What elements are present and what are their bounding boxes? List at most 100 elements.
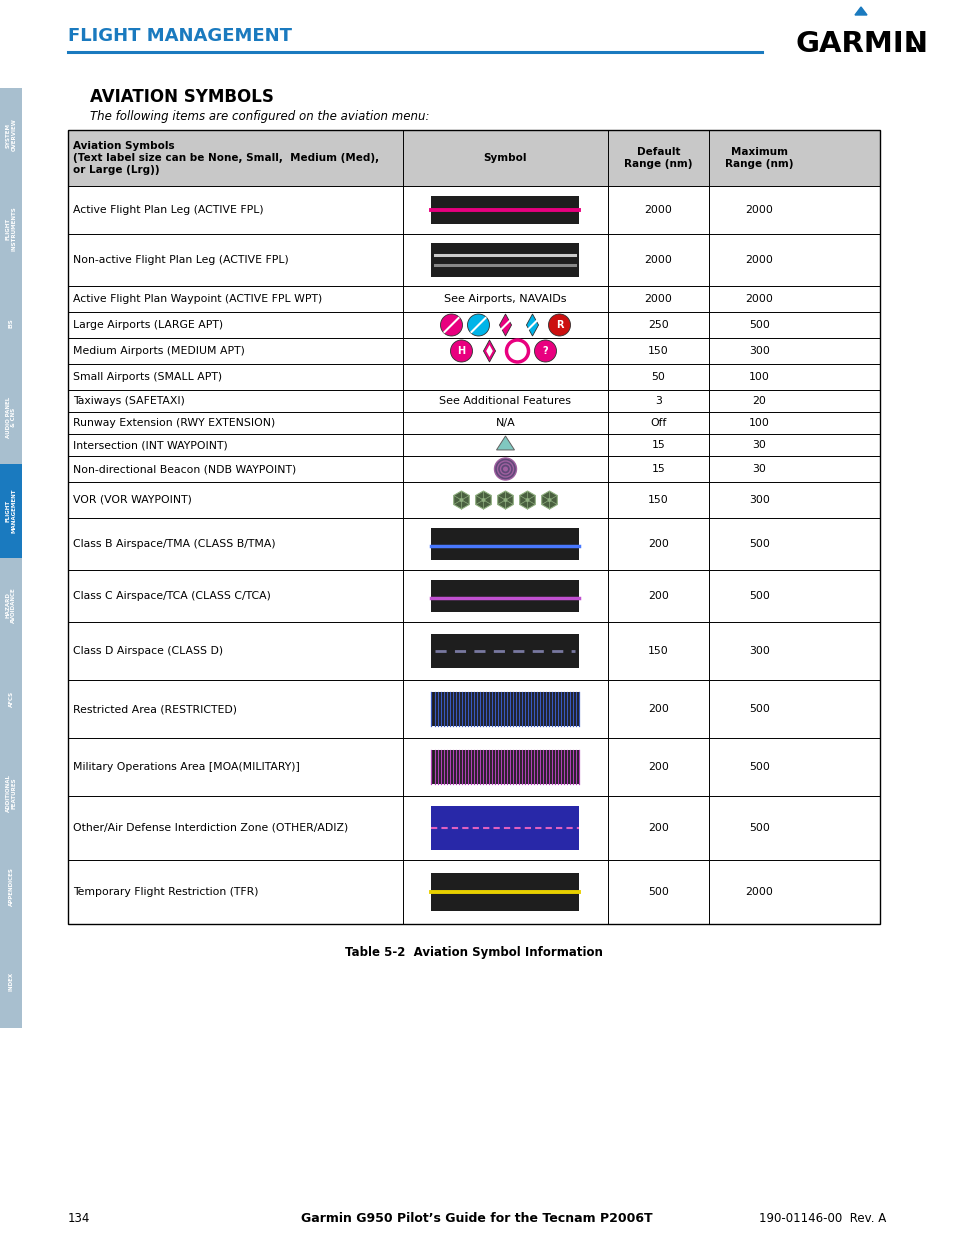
Text: Default
Range (nm): Default Range (nm) [623,147,692,169]
Bar [0,370,22,464]
Text: Small Airports (SMALL APT): Small Airports (SMALL APT) [73,372,222,382]
Bar [68,130,879,186]
Text: APPENDICES: APPENDICES [9,867,13,906]
Circle shape [502,467,507,472]
Text: FLIGHT
INSTRUMENTS: FLIGHT INSTRUMENTS [6,206,16,252]
Circle shape [548,314,570,336]
Bar [431,634,578,668]
Bar [0,652,22,746]
Polygon shape [499,314,511,336]
Text: Intersection (INT WAYPOINT): Intersection (INT WAYPOINT) [73,440,228,450]
Text: HAZARD
AVOIDANCE: HAZARD AVOIDANCE [6,587,16,622]
Text: Class C Airspace/TCA (CLASS C/TCA): Class C Airspace/TCA (CLASS C/TCA) [73,592,271,601]
Text: 150: 150 [647,495,668,505]
Text: 2000: 2000 [745,294,773,304]
Text: Active Flight Plan Leg (ACTIVE FPL): Active Flight Plan Leg (ACTIVE FPL) [73,205,263,215]
Text: 2000: 2000 [745,887,773,897]
Text: FLIGHT MANAGEMENT: FLIGHT MANAGEMENT [68,27,292,44]
Text: Medium Airports (MEDIUM APT): Medium Airports (MEDIUM APT) [73,346,245,356]
Text: Class D Airspace (CLASS D): Class D Airspace (CLASS D) [73,646,223,656]
Text: 300: 300 [748,346,769,356]
Circle shape [506,340,528,362]
Bar [431,243,578,277]
Text: EIS: EIS [9,319,13,327]
Text: 134: 134 [68,1212,91,1224]
Text: GARMIN: GARMIN [795,30,928,58]
Text: 2000: 2000 [644,205,672,215]
Text: 150: 150 [647,646,668,656]
Circle shape [500,464,510,474]
Text: 500: 500 [748,320,769,330]
Text: FLIGHT
MANAGEMENT: FLIGHT MANAGEMENT [6,489,16,534]
Text: 30: 30 [752,440,765,450]
Polygon shape [483,340,495,362]
Ellipse shape [440,314,462,336]
Bar [0,558,22,652]
Polygon shape [526,314,538,336]
Bar [0,934,22,1028]
Polygon shape [541,492,557,509]
Text: H: H [456,346,465,356]
Text: 2000: 2000 [745,254,773,266]
Text: 200: 200 [647,592,668,601]
Text: 300: 300 [748,495,769,505]
Text: VOR (VOR WAYPOINT): VOR (VOR WAYPOINT) [73,495,192,505]
Text: Active Flight Plan Waypoint (ACTIVE FPL WPT): Active Flight Plan Waypoint (ACTIVE FPL … [73,294,322,304]
Circle shape [534,340,556,362]
Text: 200: 200 [647,704,668,714]
Bar [0,275,22,370]
Text: See Airports, NAVAIDs: See Airports, NAVAIDs [444,294,566,304]
Text: Table 5-2  Aviation Symbol Information: Table 5-2 Aviation Symbol Information [345,946,602,960]
Text: Restricted Area (RESTRICTED): Restricted Area (RESTRICTED) [73,704,236,714]
Text: 15: 15 [651,464,664,474]
Text: Garmin G950 Pilot’s Guide for the Tecnam P2006T: Garmin G950 Pilot’s Guide for the Tecnam… [301,1212,652,1224]
Text: Taxiways (SAFETAXI): Taxiways (SAFETAXI) [73,396,185,406]
Polygon shape [519,492,535,509]
Text: 500: 500 [748,823,769,832]
Text: Symbol: Symbol [483,153,527,163]
Text: 50: 50 [651,372,665,382]
Text: 100: 100 [748,372,769,382]
Bar [431,750,578,784]
Circle shape [547,498,551,501]
Text: AFCS: AFCS [9,690,13,708]
Text: .: . [907,30,918,58]
Text: Military Operations Area [MOA(MILITARY)]: Military Operations Area [MOA(MILITARY)] [73,762,299,772]
Circle shape [503,498,507,501]
Text: Non-directional Beacon (NDB WAYPOINT): Non-directional Beacon (NDB WAYPOINT) [73,464,296,474]
Ellipse shape [467,314,489,336]
Polygon shape [454,492,469,509]
Bar [431,806,578,850]
Text: Runway Extension (RWY EXTENSION): Runway Extension (RWY EXTENSION) [73,417,275,429]
Text: AUDIO PANEL
& CNS: AUDIO PANEL & CNS [6,396,16,437]
Text: Off: Off [650,417,666,429]
Bar [431,195,578,225]
Polygon shape [476,492,491,509]
Text: The following items are configured on the aviation menu:: The following items are configured on th… [90,110,429,124]
Text: 3: 3 [655,396,661,406]
Text: Temporary Flight Restriction (TFR): Temporary Flight Restriction (TFR) [73,887,258,897]
Bar [0,746,22,840]
Text: 100: 100 [748,417,769,429]
Polygon shape [497,492,513,509]
Polygon shape [496,436,514,450]
Text: 500: 500 [647,887,668,897]
Text: Large Airports (LARGE APT): Large Airports (LARGE APT) [73,320,223,330]
Text: 150: 150 [647,346,668,356]
Text: Aviation Symbols
(Text label size can be None, Small,  Medium (Med),
or Large (L: Aviation Symbols (Text label size can be… [73,141,378,174]
Text: 200: 200 [647,538,668,550]
Text: 2000: 2000 [745,205,773,215]
Text: 15: 15 [651,440,664,450]
Text: 2000: 2000 [644,294,672,304]
Bar [0,840,22,934]
Polygon shape [854,7,866,15]
Text: 200: 200 [647,823,668,832]
Text: 500: 500 [748,592,769,601]
Text: 500: 500 [748,704,769,714]
Polygon shape [486,345,493,357]
Text: 250: 250 [647,320,668,330]
Text: 20: 20 [752,396,765,406]
Bar [68,130,879,924]
Circle shape [481,498,485,501]
Text: Maximum
Range (nm): Maximum Range (nm) [724,147,793,169]
